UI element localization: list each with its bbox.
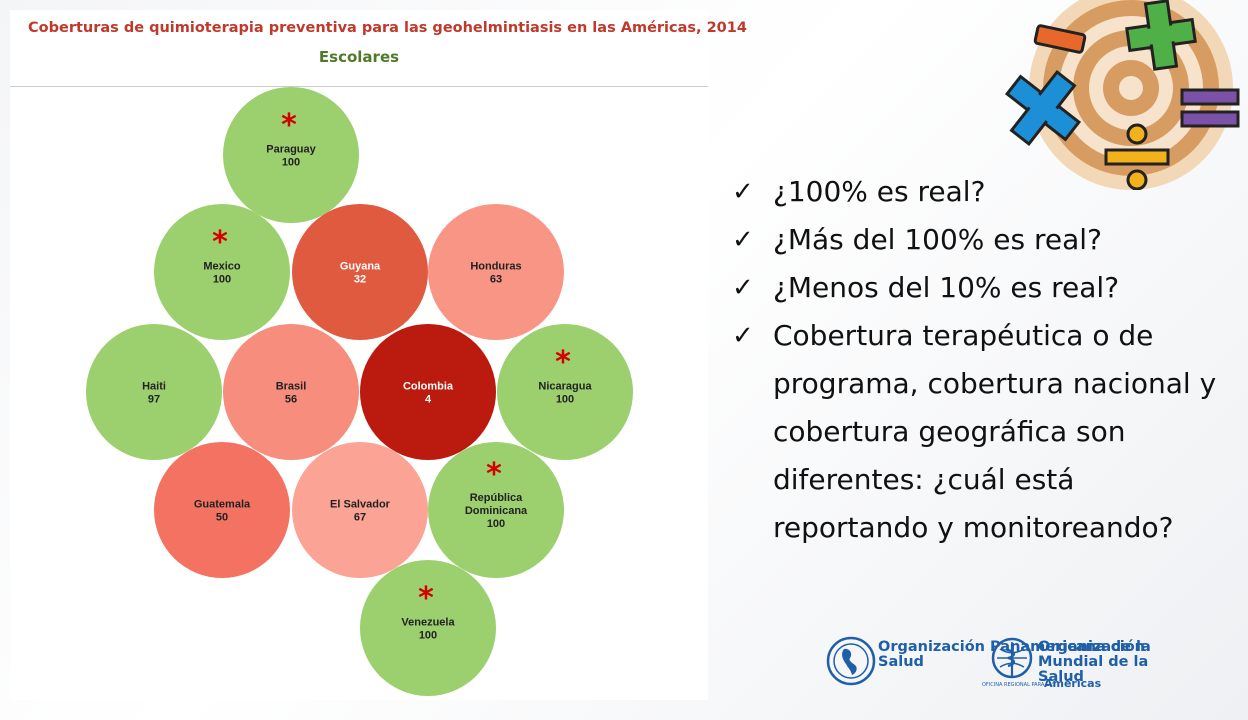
asterisk-marker: * <box>418 581 434 616</box>
bubble-circle <box>223 87 359 223</box>
bubble-label: Venezuela <box>401 617 455 629</box>
bubble-circle <box>292 442 428 578</box>
bubble-circle <box>154 204 290 340</box>
question-item: ✓ Cobertura terapéutica o de programa, c… <box>732 312 1232 552</box>
question-item: ✓ ¿Más del 100% es real? <box>732 216 1232 264</box>
bubble-value: 100 <box>419 630 437 642</box>
check-icon: ✓ <box>732 177 754 207</box>
bubble-circle <box>86 324 222 460</box>
bubble-label: Colombia <box>403 381 454 393</box>
bubble-label: Brasil <box>276 381 307 393</box>
question-item: ✓ ¿Menos del 10% es real? <box>732 264 1232 312</box>
chart-title: Coberturas de quimioterapia preventiva p… <box>28 20 747 36</box>
asterisk-marker: * <box>486 457 502 492</box>
question-text: ¿100% es real? <box>773 175 986 208</box>
bubble-value: 97 <box>148 394 160 406</box>
bubble-label: Guyana <box>340 261 381 273</box>
asterisk-marker: * <box>281 108 297 143</box>
bubble-label: Mexico <box>203 261 241 273</box>
bubble-label: El Salvador <box>330 499 391 511</box>
bubble-circle <box>428 204 564 340</box>
bubble-circle <box>292 204 428 340</box>
bubble-value: 63 <box>490 274 502 286</box>
question-text: ¿Más del 100% es real? <box>773 223 1102 256</box>
question-list: ✓ ¿100% es real? ✓ ¿Más del 100% es real… <box>732 168 1232 552</box>
bubble-circle <box>223 324 359 460</box>
bubble-label: Haiti <box>142 381 166 393</box>
bubble-label: República <box>470 492 523 504</box>
bubble-value: 4 <box>425 394 432 406</box>
bubble-label: Nicaragua <box>538 381 592 393</box>
organization-logos: Organización Panamericana de la Salud Or… <box>822 630 1162 690</box>
bubble-value: 32 <box>354 274 366 286</box>
bubble-chart: Paraguay100*Mexico100*Guyana32Honduras63… <box>86 87 633 696</box>
bubble-label: Honduras <box>470 261 521 273</box>
question-text: Cobertura terapéutica o de programa, cob… <box>773 319 1217 544</box>
question-text: ¿Menos del 10% es real? <box>773 271 1120 304</box>
bubble-circle <box>497 324 633 460</box>
who-region-label: Américas <box>1044 677 1102 690</box>
check-icon: ✓ <box>732 321 754 351</box>
chart-divider <box>10 86 708 87</box>
check-icon: ✓ <box>732 273 754 303</box>
who-emblem-icon <box>991 637 1033 679</box>
bubble-circle <box>360 560 496 696</box>
bubble-value: 50 <box>216 512 228 524</box>
question-item: ✓ ¿100% es real? <box>732 168 1232 216</box>
asterisk-marker: * <box>555 345 571 380</box>
bubble-circle <box>154 442 290 578</box>
bubble-circle <box>428 442 564 578</box>
paho-globe-emblem-icon <box>826 636 876 686</box>
bubble-value: 67 <box>354 512 366 524</box>
bubble-value: 56 <box>285 394 297 406</box>
bubble-value: 100 <box>487 518 505 530</box>
bubble-value: 100 <box>282 157 300 169</box>
chart-subtitle: Escolares <box>318 48 400 66</box>
who-logo-text: Organización Mundial de la Salud <box>1038 639 1149 685</box>
asterisk-marker: * <box>212 225 228 260</box>
paho-logo-text: Organización Panamericana de la Salud <box>878 639 1151 670</box>
bubble-value: 100 <box>213 274 231 286</box>
who-regional-office-label: OFICINA REGIONAL PARA LAS <box>982 682 1056 688</box>
bubble-label: Dominicana <box>465 505 528 517</box>
math-symbols-spiral-icon <box>1004 0 1240 190</box>
bubble-label: Paraguay <box>266 144 316 156</box>
check-icon: ✓ <box>732 225 754 255</box>
bubble-chart-panel: Coberturas de quimioterapia preventiva p… <box>10 10 747 700</box>
bubble-value: 100 <box>556 394 574 406</box>
bubble-circle <box>360 324 496 460</box>
bubble-label: Guatemala <box>194 499 251 511</box>
